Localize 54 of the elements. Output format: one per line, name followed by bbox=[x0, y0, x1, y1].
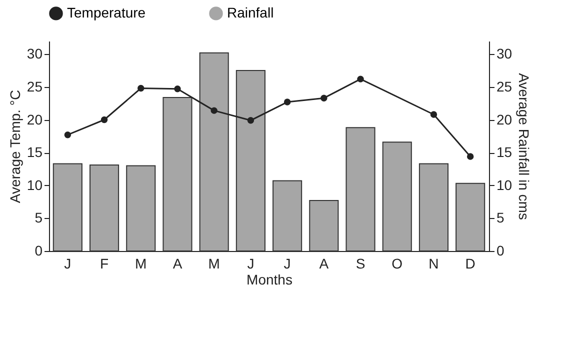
bar bbox=[90, 164, 120, 252]
y2-tick-label: 25 bbox=[496, 78, 512, 94]
y-tick-label: 0 bbox=[34, 242, 43, 258]
x-tick-label: J bbox=[247, 256, 254, 272]
y-tick-label: 5 bbox=[34, 210, 43, 226]
bar bbox=[382, 142, 412, 252]
x-tick-label: O bbox=[392, 256, 403, 272]
y-tick-label: 25 bbox=[26, 78, 43, 94]
point bbox=[210, 107, 218, 114]
y-tick-label: 20 bbox=[26, 111, 43, 128]
y2-tick-label: 5 bbox=[496, 210, 504, 226]
bar bbox=[162, 96, 192, 252]
y-tick-label: 30 bbox=[26, 46, 43, 62]
x-tick-label: A bbox=[172, 256, 183, 272]
y2-tick-label: 15 bbox=[496, 144, 512, 160]
bar bbox=[236, 70, 266, 252]
x-tick-label: M bbox=[208, 256, 220, 272]
x-tick-label: F bbox=[100, 256, 109, 272]
x-tick-label: A bbox=[319, 256, 330, 272]
bar bbox=[126, 165, 156, 252]
point bbox=[100, 116, 108, 124]
y-axis-title: Average Temp. °C bbox=[6, 90, 23, 204]
y2-tick-label: 10 bbox=[496, 176, 512, 193]
x-tick-label: N bbox=[428, 256, 439, 272]
point bbox=[357, 76, 364, 82]
x-tick-label: J bbox=[64, 256, 72, 272]
y2-tick-label: 0 bbox=[496, 242, 504, 258]
point bbox=[174, 86, 181, 92]
x-tick-label: M bbox=[135, 256, 147, 272]
legend-label: Temperature bbox=[67, 4, 146, 20]
x-tick-label: J bbox=[284, 256, 291, 272]
x-tick-label: S bbox=[356, 256, 366, 272]
bar bbox=[52, 163, 82, 252]
point bbox=[430, 111, 438, 118]
bar bbox=[199, 52, 229, 252]
y2-tick-label: 20 bbox=[496, 111, 512, 128]
bar bbox=[456, 182, 486, 252]
point bbox=[247, 117, 254, 124]
point bbox=[284, 98, 291, 106]
bar bbox=[418, 163, 448, 252]
x-tick-label: D bbox=[465, 256, 476, 272]
point bbox=[466, 153, 474, 160]
legend-label: Rainfall bbox=[227, 4, 274, 20]
y2-tick-label: 30 bbox=[496, 46, 512, 62]
x-axis-title: Months bbox=[246, 272, 292, 288]
bar bbox=[272, 180, 302, 252]
point bbox=[320, 94, 328, 102]
y-tick-label: 15 bbox=[26, 144, 43, 160]
y2-axis-title: Average Rainfall in cms bbox=[516, 73, 532, 220]
bar bbox=[309, 200, 339, 252]
point bbox=[64, 131, 72, 138]
bar bbox=[346, 127, 376, 252]
y-tick-label: 10 bbox=[26, 176, 43, 193]
point bbox=[138, 84, 144, 92]
